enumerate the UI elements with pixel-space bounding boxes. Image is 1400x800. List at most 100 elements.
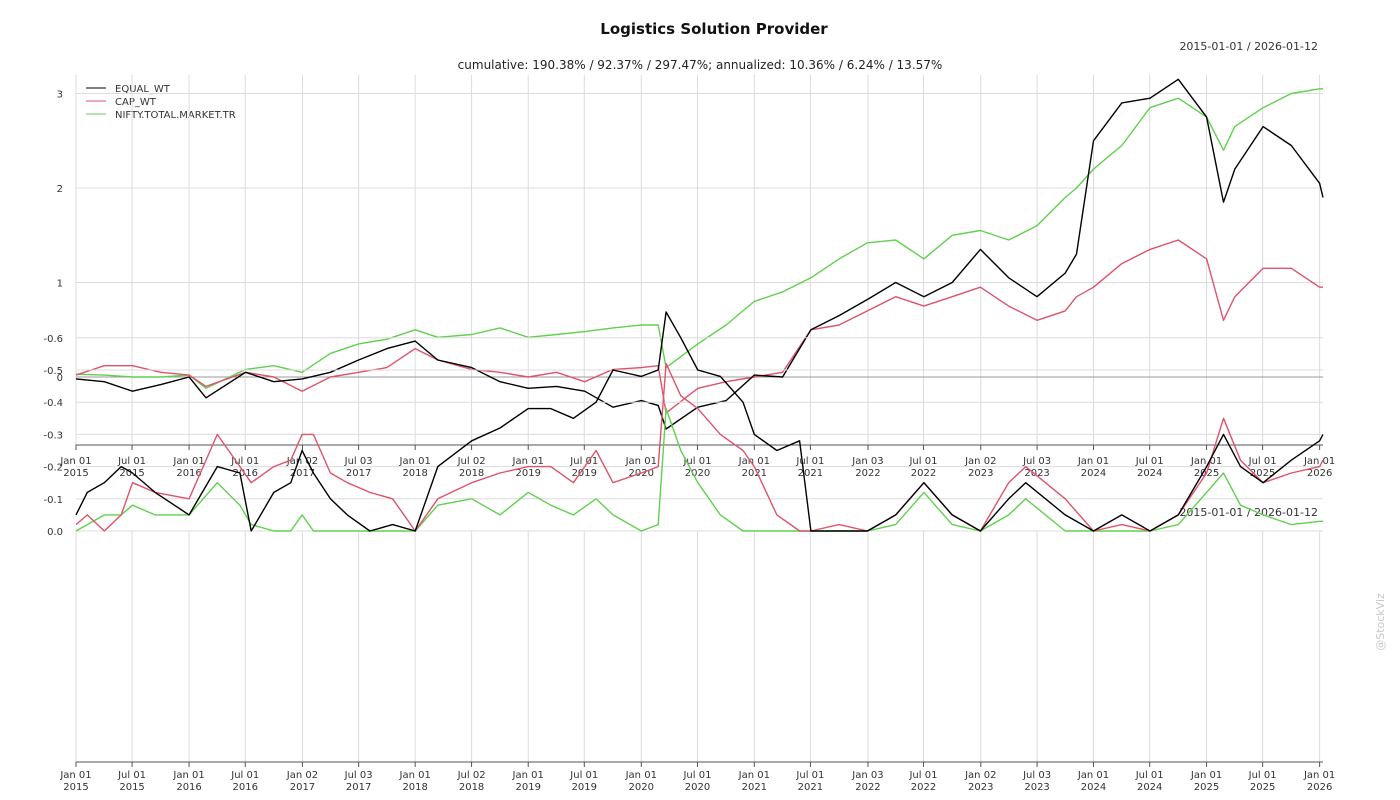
y-tick-label: -0.5 <box>43 366 63 377</box>
x-tick-label-year: 2025 <box>1250 782 1275 793</box>
series-line-nifty-total-market-tr <box>75 88 1323 389</box>
x-tick-label-year: 2024 <box>1137 468 1162 479</box>
x-tick-label: Jul 01 <box>230 770 259 781</box>
x-tick-label-year: 2020 <box>629 782 654 793</box>
x-tick-label-year: 2023 <box>1024 782 1049 793</box>
x-tick-label: Jul 02 <box>457 456 486 467</box>
y-tick-label: -0.1 <box>43 495 63 506</box>
y-tick-label: 2 <box>57 184 63 195</box>
chart-title: Logistics Solution Provider <box>600 20 828 38</box>
x-tick-label-year: 2021 <box>742 468 767 479</box>
x-tick-label: Jul 03 <box>344 770 373 781</box>
x-tick-label: Jul 01 <box>795 770 824 781</box>
x-tick-label: Jul 01 <box>908 770 937 781</box>
x-tick-label: Jul 02 <box>457 770 486 781</box>
x-tick-label-year: 2023 <box>968 468 993 479</box>
series-line-equal-wt <box>75 78 1324 430</box>
x-tick-label: Jan 02 <box>286 770 318 781</box>
x-tick-label-year: 2015 <box>63 782 88 793</box>
x-tick-label-year: 2016 <box>233 782 258 793</box>
x-tick-label: Jan 01 <box>625 770 657 781</box>
x-tick-label: Jul 01 <box>569 770 598 781</box>
x-tick-label: Jan 01 <box>738 456 770 467</box>
x-tick-label-year: 2025 <box>1250 468 1275 479</box>
x-tick-label: Jul 01 <box>569 456 598 467</box>
x-tick-label: Jan 01 <box>1303 770 1335 781</box>
x-tick-label-year: 2020 <box>685 468 710 479</box>
x-tick-label-year: 2023 <box>968 782 993 793</box>
x-tick-label: Jul 01 <box>117 770 146 781</box>
x-tick-label-year: 2019 <box>515 468 540 479</box>
y-tick-label: -0.3 <box>43 430 63 441</box>
x-tick-label: Jan 01 <box>1077 456 1109 467</box>
x-tick-label: Jan 01 <box>172 456 204 467</box>
x-tick-label-year: 2018 <box>459 782 484 793</box>
x-tick-label-year: 2018 <box>402 468 427 479</box>
x-tick-label: Jan 01 <box>625 456 657 467</box>
x-tick-label-year: 2021 <box>798 468 823 479</box>
x-tick-label: Jan 01 <box>172 770 204 781</box>
x-tick-label-year: 2018 <box>459 468 484 479</box>
x-tick-label-year: 2022 <box>911 468 936 479</box>
y-tick-label: -0.2 <box>43 463 63 474</box>
chart-subtitle: cumulative: 190.38% / 92.37% / 297.47%; … <box>458 58 943 72</box>
x-tick-label: Jan 01 <box>1190 456 1222 467</box>
legend-label-cap-wt: CAP_WT <box>115 97 157 108</box>
x-tick-label-year: 2025 <box>1194 782 1219 793</box>
y-tick-label: 0 <box>57 373 63 384</box>
series-line-cap-wt <box>75 239 1323 414</box>
x-tick-label: Jan 01 <box>59 456 91 467</box>
x-tick-label: Jul 03 <box>1022 456 1051 467</box>
x-tick-label: Jan 02 <box>286 456 318 467</box>
x-tick-label: Jan 02 <box>964 456 996 467</box>
legend-label-equal-wt: EQUAL_WT <box>115 84 171 95</box>
y-tick-label: -0.4 <box>43 398 63 409</box>
x-tick-label: Jul 01 <box>795 456 824 467</box>
x-tick-label: Jan 02 <box>964 770 996 781</box>
x-tick-label-year: 2020 <box>685 782 710 793</box>
x-tick-label-year: 2024 <box>1081 782 1106 793</box>
date-range-top: 2015-01-01 / 2026-01-12 <box>1179 40 1318 53</box>
x-tick-label: Jul 03 <box>344 456 373 467</box>
x-tick-label-year: 2016 <box>176 782 201 793</box>
y-tick-label: 3 <box>57 90 63 101</box>
series-line-equal-wt <box>75 311 1324 532</box>
x-tick-label: Jan 01 <box>399 456 431 467</box>
date-range-bottom: 2015-01-01 / 2026-01-12 <box>1179 506 1318 519</box>
x-tick-label: Jan 01 <box>1190 770 1222 781</box>
x-tick-label: Jan 03 <box>851 770 883 781</box>
y-tick-label: 0.0 <box>47 527 63 538</box>
x-tick-label: Jul 01 <box>117 456 146 467</box>
x-tick-label-year: 2017 <box>290 782 315 793</box>
x-tick-label-year: 2017 <box>346 782 371 793</box>
x-tick-label: Jan 01 <box>399 770 431 781</box>
x-tick-label: Jan 01 <box>59 770 91 781</box>
x-tick-label: Jul 01 <box>682 456 711 467</box>
x-tick-label: Jul 01 <box>908 456 937 467</box>
x-tick-label: Jan 01 <box>1303 456 1335 467</box>
x-tick-label-year: 2022 <box>911 782 936 793</box>
x-tick-label: Jan 01 <box>512 456 544 467</box>
x-tick-label: Jan 03 <box>851 456 883 467</box>
x-tick-label: Jan 01 <box>738 770 770 781</box>
x-tick-label: Jul 01 <box>1248 770 1277 781</box>
x-tick-label: Jul 01 <box>1135 456 1164 467</box>
x-tick-label: Jul 01 <box>1248 456 1277 467</box>
y-tick-label: 1 <box>57 279 63 290</box>
x-tick-label-year: 2026 <box>1307 468 1332 479</box>
legend: EQUAL_WT CAP_WT NIFTY.TOTAL.MARKET.TR <box>86 84 236 121</box>
series-line-nifty-total-market-tr <box>75 407 1323 532</box>
x-tick-label-year: 2022 <box>855 782 880 793</box>
x-tick-label-year: 2026 <box>1307 782 1332 793</box>
x-tick-label-year: 2018 <box>402 782 427 793</box>
x-tick-label-year: 2015 <box>63 468 88 479</box>
x-tick-label: Jul 01 <box>1135 770 1164 781</box>
x-tick-label-year: 2019 <box>572 468 597 479</box>
legend-label-nifty: NIFTY.TOTAL.MARKET.TR <box>115 110 236 121</box>
x-tick-label-year: 2016 <box>176 468 201 479</box>
x-tick-label-year: 2017 <box>346 468 371 479</box>
x-tick-label-year: 2019 <box>515 782 540 793</box>
x-tick-label-year: 2021 <box>742 782 767 793</box>
